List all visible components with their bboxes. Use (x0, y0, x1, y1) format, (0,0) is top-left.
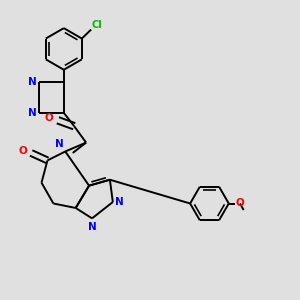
Text: O: O (45, 113, 53, 123)
Text: N: N (55, 139, 64, 149)
Text: O: O (235, 199, 244, 208)
Text: O: O (19, 146, 28, 157)
Text: N: N (28, 76, 37, 87)
Text: N: N (115, 197, 124, 207)
Text: N: N (88, 222, 96, 232)
Text: Cl: Cl (91, 20, 102, 30)
Text: N: N (28, 108, 37, 118)
